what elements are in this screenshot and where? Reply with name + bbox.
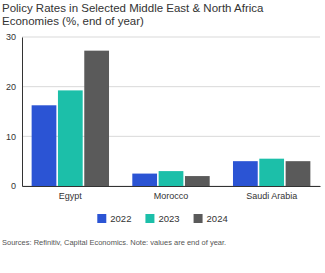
tick: 10 — [6, 132, 22, 142]
bar — [233, 161, 258, 186]
bar — [159, 171, 184, 186]
tick-label: 20 — [6, 82, 16, 92]
tick: 30 — [6, 32, 22, 42]
tick: Morocco — [154, 186, 189, 201]
legend-item: 2022 — [97, 213, 131, 224]
tick: 20 — [6, 82, 22, 92]
tick-label: Egypt — [59, 191, 83, 201]
tick-label: Saudi Arabia — [246, 191, 297, 201]
bars — [32, 51, 311, 186]
legend-swatch — [145, 214, 154, 223]
bar — [185, 176, 210, 186]
bar — [84, 51, 109, 186]
tick: Egypt — [59, 186, 83, 201]
grid-line — [22, 86, 320, 87]
title: Policy Rates in Selected Middle East & N… — [2, 2, 264, 27]
x-axis-line — [23, 186, 321, 187]
legend-swatch — [194, 214, 203, 223]
y-axis: 0 10 20 30 — [6, 32, 23, 191]
legend-item: 2023 — [145, 213, 179, 224]
legend-label: 2024 — [207, 213, 228, 224]
bar — [259, 159, 284, 186]
chart: Policy Rates in Selected Middle East & N… — [0, 0, 325, 273]
bar — [58, 90, 83, 186]
tick-label: 30 — [6, 32, 16, 42]
legend-label: 2023 — [158, 213, 179, 224]
tick-label: Morocco — [154, 191, 189, 201]
tick-label: 10 — [6, 132, 16, 142]
tick-label: 0 — [11, 181, 16, 191]
tick: 0 — [11, 181, 22, 191]
legend-swatch — [97, 214, 106, 223]
x-axis: Egypt Morocco Saudi Arabia — [23, 186, 321, 201]
legend-item: 2024 — [194, 213, 228, 224]
source: Sources: Refinitiv, Capital Economics. N… — [2, 238, 226, 247]
bar — [132, 174, 157, 186]
bar — [32, 105, 57, 186]
bar — [286, 161, 311, 186]
grid — [22, 37, 320, 186]
y-axis-line — [22, 38, 23, 187]
legend-label: 2022 — [110, 213, 131, 224]
tick: Saudi Arabia — [246, 186, 297, 201]
plot: 0 10 20 30 Egypt Morocco Saudi Arabia — [6, 32, 321, 201]
legend: 2022 2023 2024 — [97, 213, 227, 224]
grid-line — [22, 37, 320, 38]
